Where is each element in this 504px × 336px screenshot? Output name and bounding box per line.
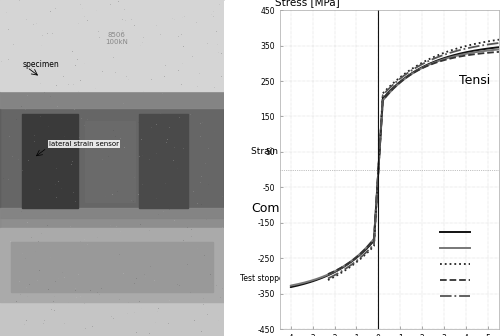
Bar <box>0 208 224 235</box>
Text: Tensi: Tensi <box>460 74 491 87</box>
Bar <box>0 91 224 218</box>
Text: specimen: specimen <box>22 60 59 69</box>
Bar <box>22 114 79 208</box>
Text: Compressive: Compressive <box>251 202 332 215</box>
Bar <box>0 228 224 302</box>
Text: Strain [%]: Strain [%] <box>251 146 297 155</box>
Bar <box>0 81 224 108</box>
Text: Test stopped by buckling: Test stopped by buckling <box>240 274 335 283</box>
Bar <box>139 114 188 208</box>
Bar <box>85 121 135 202</box>
Text: lateral strain sensor: lateral strain sensor <box>49 141 119 147</box>
Bar <box>0 0 224 91</box>
Text: Stress [MPa]: Stress [MPa] <box>275 0 340 7</box>
Text: 8506
100kN: 8506 100kN <box>105 32 128 45</box>
Bar <box>11 242 213 292</box>
